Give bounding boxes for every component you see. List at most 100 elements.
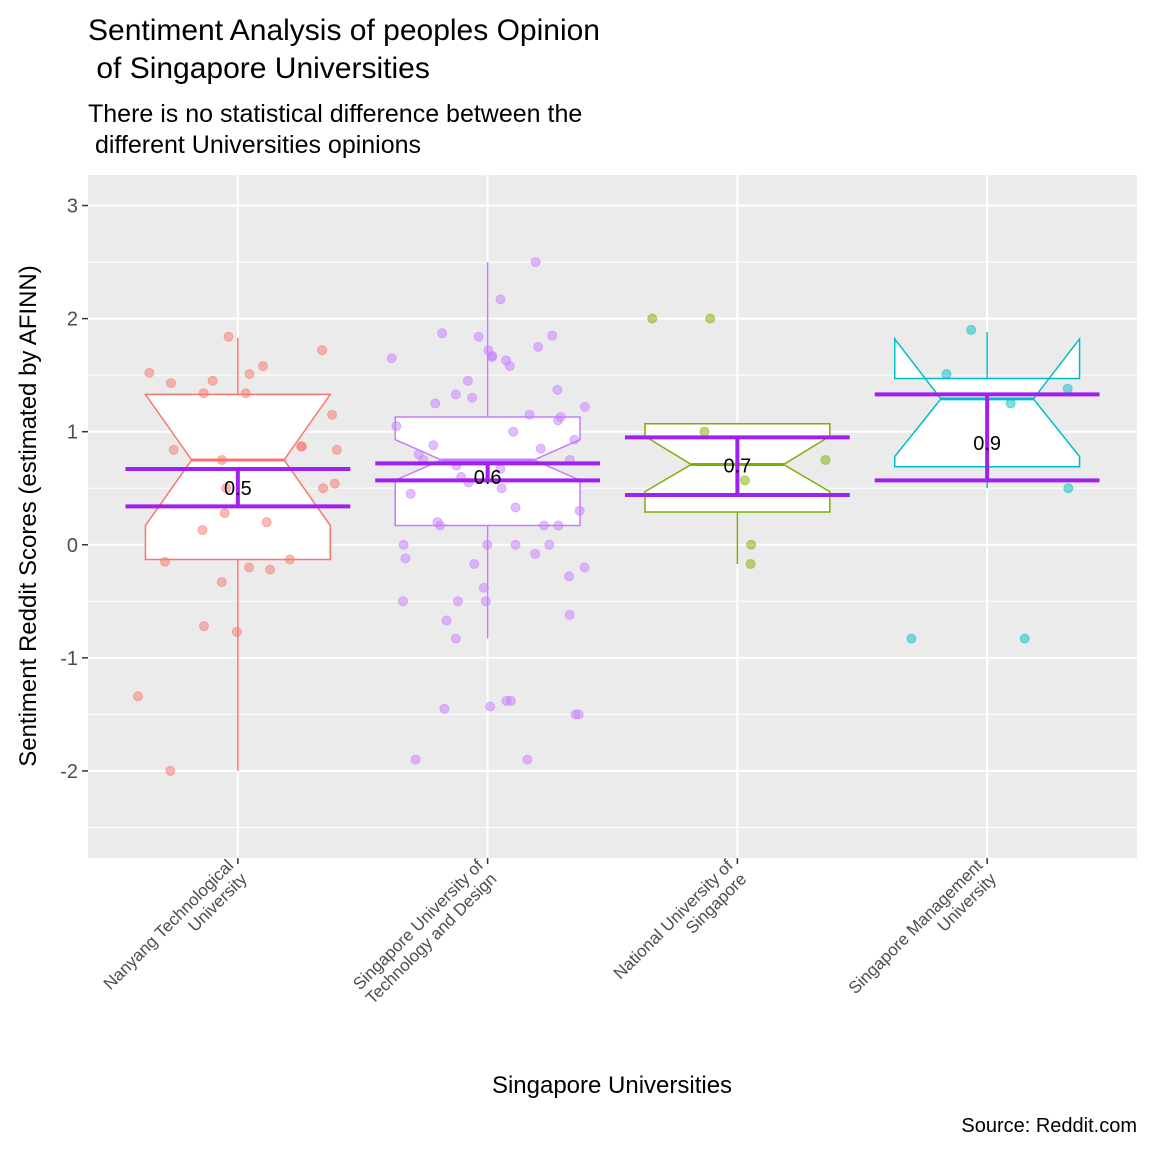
- point: [327, 409, 338, 420]
- point: [198, 621, 209, 632]
- y-axis-title: Sentiment Reddit Scores (estimated by AF…: [15, 265, 42, 767]
- point: [1005, 398, 1016, 409]
- caption: Source: Reddit.com: [961, 1115, 1137, 1137]
- point: [439, 703, 450, 714]
- point: [405, 488, 416, 499]
- x-axis-title: Singapore Universities: [492, 1072, 732, 1099]
- point: [504, 361, 515, 372]
- point: [552, 415, 563, 426]
- point: [428, 440, 439, 451]
- point: [745, 558, 756, 569]
- point: [437, 328, 448, 339]
- point: [144, 367, 155, 378]
- point: [165, 765, 176, 776]
- point: [430, 398, 441, 409]
- point: [450, 389, 461, 400]
- point: [467, 392, 478, 403]
- point: [398, 596, 409, 607]
- point: [450, 633, 461, 644]
- y-tick-label: 3: [67, 196, 78, 218]
- point: [552, 384, 563, 395]
- y-tick-label: 2: [67, 309, 78, 331]
- point: [284, 554, 295, 565]
- point: [553, 520, 564, 531]
- point: [223, 331, 234, 342]
- point: [478, 582, 489, 593]
- point: [473, 331, 484, 342]
- point: [574, 505, 585, 516]
- point: [244, 369, 255, 380]
- y-tick-label: 0: [67, 535, 78, 557]
- point: [219, 508, 230, 519]
- point: [133, 691, 144, 702]
- point: [569, 434, 580, 445]
- point: [496, 483, 507, 494]
- chart-subtitle: There is no statistical difference betwe…: [88, 100, 582, 159]
- y-tick-label: -2: [60, 761, 78, 783]
- point: [221, 483, 232, 494]
- point: [564, 571, 575, 582]
- point: [391, 421, 402, 432]
- point: [539, 520, 550, 531]
- point: [501, 695, 512, 706]
- point: [469, 558, 480, 569]
- point: [198, 388, 209, 399]
- point: [739, 475, 750, 486]
- point: [530, 257, 541, 268]
- mean-label: 0.6: [474, 467, 502, 489]
- point: [160, 556, 171, 567]
- point: [547, 330, 558, 341]
- point: [699, 426, 710, 437]
- point: [231, 626, 242, 637]
- point: [482, 539, 493, 550]
- point: [510, 539, 521, 550]
- point: [331, 444, 342, 455]
- point: [265, 564, 276, 575]
- point: [318, 483, 329, 494]
- point: [579, 562, 590, 573]
- y-tick-label: 1: [67, 422, 78, 444]
- point: [486, 352, 497, 363]
- point: [386, 353, 397, 364]
- point: [495, 294, 506, 305]
- point: [244, 562, 255, 573]
- point: [441, 615, 452, 626]
- point: [522, 754, 533, 765]
- point: [317, 345, 328, 356]
- point: [508, 426, 519, 437]
- point: [544, 539, 555, 550]
- point: [579, 401, 590, 412]
- mean-label: 0.5: [224, 478, 252, 500]
- point: [906, 633, 917, 644]
- point: [240, 388, 251, 399]
- mean-label: 0.7: [723, 456, 751, 478]
- chart-title: Sentiment Analysis of peoples Opinion of…: [88, 14, 600, 85]
- point: [166, 378, 177, 389]
- point: [820, 454, 831, 465]
- point: [296, 441, 307, 452]
- point: [258, 361, 269, 372]
- point: [1063, 483, 1074, 494]
- point: [216, 577, 227, 588]
- point: [400, 553, 411, 564]
- point: [535, 443, 546, 454]
- point: [410, 754, 421, 765]
- point: [1019, 633, 1030, 644]
- point: [216, 454, 227, 465]
- point: [168, 444, 179, 455]
- point: [647, 313, 658, 324]
- point: [705, 313, 716, 324]
- point: [966, 324, 977, 335]
- point: [398, 539, 409, 550]
- point: [941, 369, 952, 380]
- point: [746, 539, 757, 550]
- point: [435, 520, 446, 531]
- point: [485, 701, 496, 712]
- point: [533, 341, 544, 352]
- point: [573, 709, 584, 720]
- mean-label: 0.9: [973, 433, 1001, 455]
- point: [510, 502, 521, 513]
- point: [329, 478, 340, 489]
- point: [261, 517, 272, 528]
